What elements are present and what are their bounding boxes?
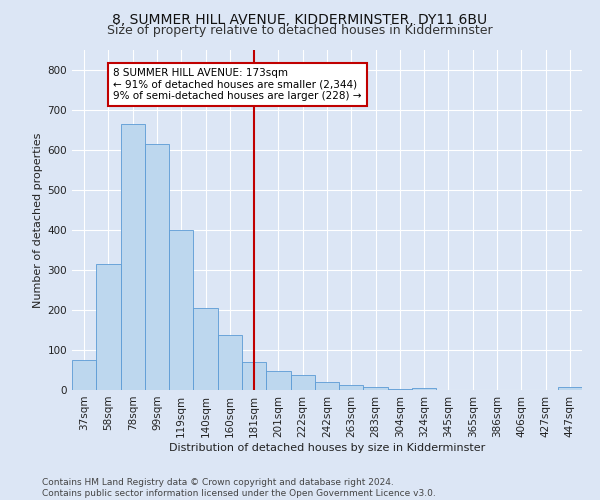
Bar — [290, 375, 315, 390]
Bar — [364, 387, 388, 390]
Bar — [145, 144, 169, 390]
Bar — [315, 382, 339, 390]
Bar — [412, 388, 436, 390]
Bar — [121, 124, 145, 390]
Bar — [388, 389, 412, 390]
Y-axis label: Number of detached properties: Number of detached properties — [34, 132, 43, 308]
Text: Contains HM Land Registry data © Crown copyright and database right 2024.
Contai: Contains HM Land Registry data © Crown c… — [42, 478, 436, 498]
Bar — [242, 362, 266, 390]
Bar — [266, 371, 290, 390]
Bar — [193, 308, 218, 390]
Text: 8, SUMMER HILL AVENUE, KIDDERMINSTER, DY11 6BU: 8, SUMMER HILL AVENUE, KIDDERMINSTER, DY… — [112, 12, 488, 26]
Bar — [169, 230, 193, 390]
Text: Size of property relative to detached houses in Kidderminster: Size of property relative to detached ho… — [107, 24, 493, 37]
Bar — [339, 385, 364, 390]
Bar — [218, 335, 242, 390]
Bar — [96, 264, 121, 390]
X-axis label: Distribution of detached houses by size in Kidderminster: Distribution of detached houses by size … — [169, 442, 485, 452]
Text: 8 SUMMER HILL AVENUE: 173sqm
← 91% of detached houses are smaller (2,344)
9% of : 8 SUMMER HILL AVENUE: 173sqm ← 91% of de… — [113, 68, 362, 101]
Bar — [558, 387, 582, 390]
Bar — [72, 360, 96, 390]
